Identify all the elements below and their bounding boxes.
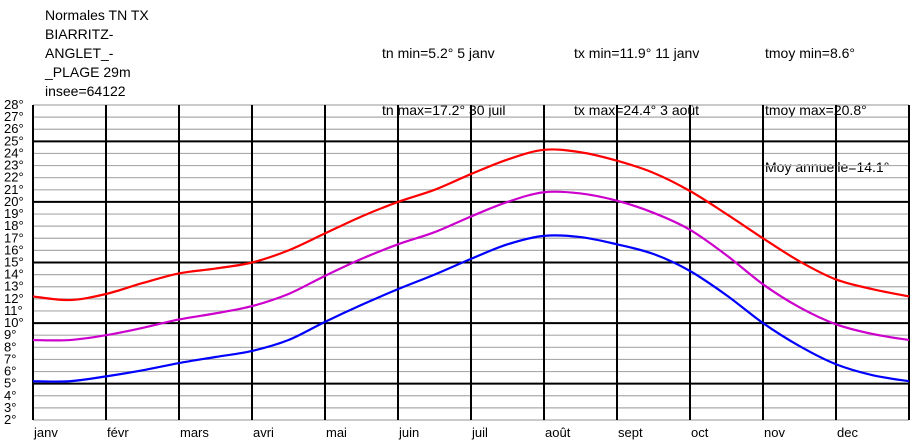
y-tick-label: 21° bbox=[4, 182, 24, 197]
station-line: BIARRITZ- bbox=[45, 26, 114, 42]
y-tick-label: 2° bbox=[4, 412, 16, 427]
y-tick-label: 6° bbox=[4, 364, 16, 379]
y-tick-label: 17° bbox=[4, 230, 24, 245]
y-tick-label: 8° bbox=[4, 339, 16, 354]
y-tick-label: 4° bbox=[4, 388, 16, 403]
y-tick-label: 11° bbox=[4, 303, 23, 318]
y-tick-label: 23° bbox=[4, 158, 24, 173]
x-tick-label: mai bbox=[326, 425, 347, 440]
y-tick-label: 20° bbox=[4, 194, 24, 209]
grid bbox=[32, 104, 910, 421]
annual-mean-label: Moy annuelle=14.1° bbox=[765, 159, 890, 175]
y-tick-label: 19° bbox=[4, 206, 24, 221]
tx-min-label: tx min=11.9° 11 janv bbox=[574, 45, 700, 61]
x-axis-ticks: janv févr mars avri mai juin juil août sept oct no… bbox=[33, 425, 858, 440]
tn-line bbox=[32, 234, 910, 383]
y-tick-label: 5° bbox=[4, 376, 16, 391]
y-tick-label: 13° bbox=[4, 279, 24, 294]
y-tick-label: 7° bbox=[4, 351, 16, 366]
tmoy-min-label: tmoy min=8.6° bbox=[765, 45, 856, 61]
y-tick-label: 24° bbox=[4, 145, 24, 160]
tx-line bbox=[32, 148, 910, 302]
station-line: _PLAGE 29m bbox=[45, 64, 131, 80]
y-tick-label: 25° bbox=[4, 133, 24, 148]
x-tick-label: dec bbox=[837, 425, 858, 440]
x-tick-label: juil bbox=[471, 425, 488, 440]
station-line: ANGLET_- bbox=[45, 45, 114, 61]
y-tick-label: 10° bbox=[4, 315, 24, 330]
x-tick-label: août bbox=[545, 425, 571, 440]
x-tick-label: nov bbox=[764, 425, 785, 440]
y-tick-label: 28° bbox=[4, 97, 24, 112]
x-tick-label: oct bbox=[691, 425, 709, 440]
tmoy-stats: tmoy min=8.6° tmoy max=20.8° Moy annuell… bbox=[765, 6, 889, 196]
y-tick-label: 18° bbox=[4, 218, 24, 233]
y-tick-label: 26° bbox=[4, 121, 24, 136]
y-tick-label: 22° bbox=[4, 170, 24, 185]
y-tick-label: 14° bbox=[4, 267, 24, 282]
tn-stats: tn min=5.2° 5 janv tn max=17.2° 30 juil bbox=[382, 6, 506, 139]
tx-max-label: tx max=24.4° 3 août bbox=[574, 102, 700, 118]
x-tick-label: sept bbox=[618, 425, 643, 440]
tn-max-label: tn max=17.2° 30 juil bbox=[382, 102, 506, 118]
x-tick-label: avri bbox=[253, 425, 274, 440]
y-tick-label: 9° bbox=[4, 327, 16, 342]
y-tick-label: 15° bbox=[4, 255, 24, 270]
tx-stats: tx min=11.9° 11 janv tx max=24.4° 3 août bbox=[574, 6, 699, 139]
station-info: Normales TN TX BIARRITZ- ANGLET_- _PLAGE… bbox=[45, 6, 165, 101]
tn-min-label: tn min=5.2° 5 janv bbox=[382, 45, 495, 61]
station-line: Normales TN TX bbox=[45, 7, 149, 23]
y-axis-ticks: 2°3°4°5°6°7°8°9°10°11°12°13°14°15°16°17°… bbox=[4, 97, 24, 427]
tmoy-max-label: tmoy max=20.8° bbox=[765, 102, 867, 118]
x-tick-label: févr bbox=[107, 425, 129, 440]
y-tick-label: 27° bbox=[4, 109, 24, 124]
x-tick-label: janv bbox=[33, 425, 58, 440]
x-tick-label: juin bbox=[398, 425, 419, 440]
x-tick-label: mars bbox=[180, 425, 209, 440]
station-line: insee=64122 bbox=[45, 83, 126, 99]
y-tick-label: 3° bbox=[4, 400, 16, 415]
y-tick-label: 12° bbox=[4, 291, 24, 306]
y-tick-label: 16° bbox=[4, 242, 24, 257]
tmoy-line bbox=[32, 190, 910, 342]
series-lines bbox=[32, 148, 910, 383]
